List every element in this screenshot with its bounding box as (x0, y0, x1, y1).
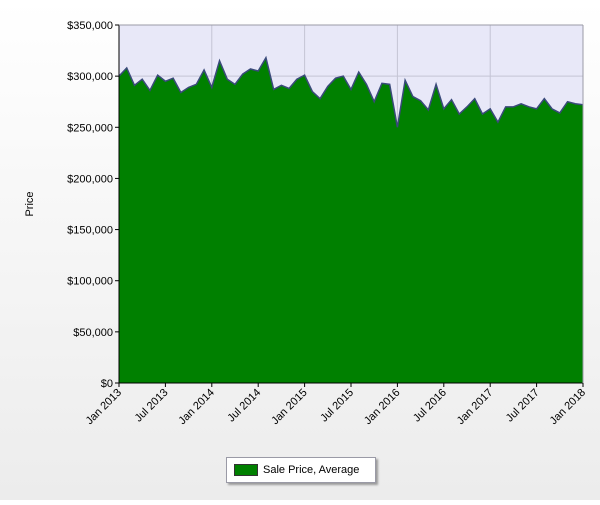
x-tick-label: Jan 2018 (548, 387, 588, 427)
legend-swatch (234, 464, 258, 476)
x-tick-label: Jul 2015 (318, 387, 356, 425)
x-tick-label: Jan 2013 (84, 387, 124, 427)
x-tick-label: Jul 2017 (504, 387, 542, 425)
y-tick-label: $300,000 (67, 71, 113, 83)
y-tick-label: $250,000 (67, 122, 113, 134)
x-tick-label: Jan 2016 (362, 387, 402, 427)
x-tick-label: Jan 2014 (176, 387, 216, 427)
x-tick-label: Jul 2016 (411, 387, 449, 425)
y-axis-title: Price (24, 191, 36, 216)
series-area (119, 57, 583, 383)
y-tick-label: $200,000 (67, 173, 113, 185)
x-tick-label: Jul 2013 (133, 387, 171, 425)
x-tick-label: Jan 2017 (455, 387, 495, 427)
legend-label: Sale Price, Average (263, 464, 360, 476)
series-layer (118, 55, 584, 383)
x-tick-label: Jan 2015 (269, 387, 309, 427)
x-tick-label: Jul 2014 (225, 387, 263, 425)
y-tick-label: $50,000 (73, 327, 113, 339)
series-line (118, 55, 584, 128)
y-tick-label: $150,000 (67, 225, 113, 237)
y-tick-label: $350,000 (67, 20, 113, 32)
y-tick-label: $100,000 (67, 276, 113, 288)
legend: Sale Price, Average (226, 457, 376, 483)
y-tick-label: $0 (101, 378, 113, 390)
